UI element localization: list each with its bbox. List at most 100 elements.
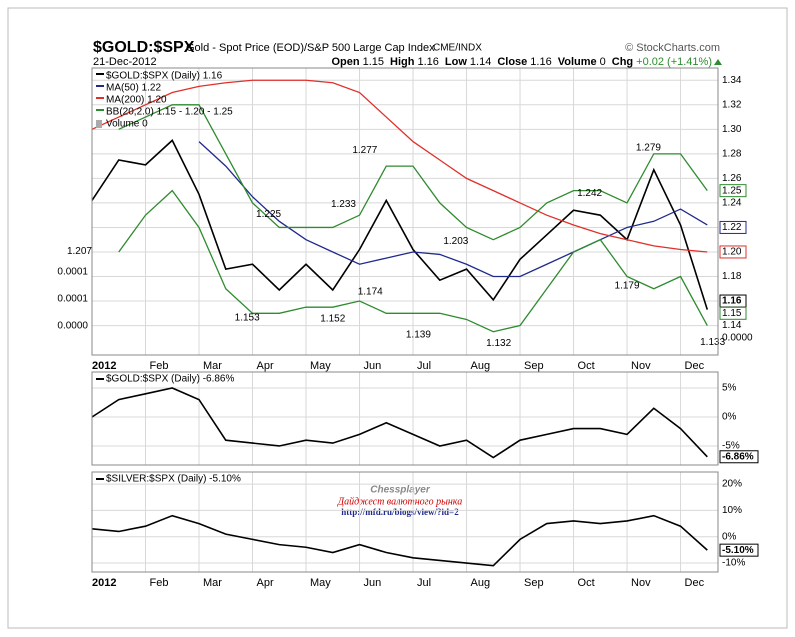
end-label: -6.86%: [722, 451, 754, 462]
price-annotation: 1.179: [615, 280, 640, 291]
x-tick-label: Jul: [417, 577, 431, 589]
y-tick-label: 1.24: [722, 198, 742, 209]
price-annotation: 1.174: [358, 287, 383, 298]
end-label: 1.22: [722, 222, 742, 233]
legend-swatch: [96, 73, 104, 75]
watermark-url: http://mfd.ru/blogs/view/?id=2: [341, 507, 459, 517]
y-tick-label: 5%: [722, 383, 737, 394]
x-tick-label: Nov: [631, 360, 651, 372]
price-annotation: 1.233: [331, 199, 356, 210]
quote-value: +0.02 (+1.41%): [636, 56, 712, 68]
x-tick-label: Oct: [578, 577, 595, 589]
panel-title-swatch: [96, 378, 104, 380]
y-tick-label: 1.32: [722, 99, 742, 110]
x-tick-label: 2012: [92, 577, 116, 589]
exchange: CME/INDX: [433, 43, 482, 54]
outer-frame: [7, 7, 788, 629]
up-arrow: [714, 59, 722, 65]
x-tick-label: Feb: [150, 360, 169, 372]
end-label-box: [719, 184, 747, 198]
x-tick-label: Dec: [685, 577, 705, 589]
legend-swatch: [96, 85, 104, 87]
volume-tick-label: 0.0001: [57, 267, 88, 278]
watermark-author: Chessplayer: [370, 485, 431, 496]
y-tick-label: 1.30: [722, 124, 742, 135]
y-tick-label: 20%: [722, 479, 742, 490]
y-tick-label: 1.18: [722, 271, 742, 282]
quote-label: Open: [331, 56, 359, 68]
quote-value: 0: [600, 56, 606, 68]
x-tick-label: Jun: [364, 360, 382, 372]
quote-value: 1.16: [530, 56, 551, 68]
x-tick-label: Jul: [417, 360, 431, 372]
x-tick-label: May: [310, 360, 331, 372]
legend-label: Volume 0: [106, 119, 148, 130]
price-annotation: 1.139: [406, 329, 431, 340]
x-tick-label: Mar: [203, 360, 222, 372]
y-tick-label: 1.28: [722, 148, 742, 159]
end-label: -5.10%: [722, 545, 754, 556]
end-label: 1.20: [722, 247, 742, 258]
price-annotation: 1.203: [443, 236, 468, 247]
panel-title: $GOLD:$SPX (Daily) -6.86%: [106, 374, 234, 385]
series-line: [91, 139, 709, 310]
x-tick-label: May: [310, 577, 331, 589]
price-annotation: 1.152: [320, 313, 345, 324]
y-tick-label: -5%: [722, 441, 740, 452]
y-tick-label: 1.26: [722, 173, 742, 184]
price-annotation: 1.279: [636, 143, 661, 154]
end-label-box: [719, 245, 747, 259]
y-tick-label: 1.14: [722, 320, 742, 331]
legend-label: BB(20,2.0) 1.15 - 1.20 - 1.25: [106, 107, 233, 118]
series-line: [118, 104, 708, 241]
watermark-subtitle: Дайджест валютного рынка: [337, 496, 463, 507]
panel-title-swatch: [96, 478, 104, 480]
volume-end-label: 0.0000: [722, 333, 753, 344]
series-line: [198, 141, 708, 278]
end-label-box: [719, 543, 759, 557]
description: Gold - Spot Price (EOD)/S&P 500 Large Ca…: [186, 42, 435, 54]
price-annotation: 1.207: [67, 246, 92, 257]
x-tick-label: Aug: [471, 360, 491, 372]
series-line: [91, 514, 708, 567]
x-tick-label: Jun: [364, 577, 382, 589]
x-tick-label: Dec: [685, 360, 705, 372]
y-tick-label: 1.34: [722, 75, 742, 86]
x-tick-label: Feb: [150, 577, 169, 589]
x-tick-label: Apr: [257, 360, 274, 372]
volume-tick-label: 0.0001: [57, 294, 88, 305]
price-annotation: 1.133: [700, 337, 725, 348]
x-tick-label: Aug: [471, 577, 491, 589]
quote-label: Close: [497, 56, 527, 68]
x-tick-label: Mar: [203, 577, 222, 589]
x-tick-label: Sep: [524, 360, 544, 372]
x-tick-label: Apr: [257, 577, 274, 589]
y-tick-label: 0%: [722, 531, 737, 542]
price-annotation: 1.242: [577, 188, 602, 199]
quote: Open 1.15 High 1.16 Low 1.14 Close 1.16 Volume 0 C…: [331, 56, 712, 68]
panel-frame: [91, 67, 719, 356]
panel-frame: [91, 471, 719, 573]
legend-swatch: [96, 120, 102, 128]
legend-swatch: [96, 109, 104, 111]
y-tick-label: -10%: [722, 558, 745, 569]
quote-value: 1.16: [417, 56, 438, 68]
end-label: 1.16: [722, 296, 742, 307]
legend-label: MA(200) 1.20: [106, 95, 167, 106]
quote-label: High: [390, 56, 415, 68]
y-tick-label: 0%: [722, 412, 737, 423]
end-label-box: [719, 450, 759, 464]
price-annotation: 1.225: [256, 209, 281, 220]
price-annotation: 1.153: [235, 312, 260, 323]
quote-value: 1.15: [363, 56, 384, 68]
end-label: 1.25: [722, 185, 742, 196]
quote-label: Volume: [558, 56, 597, 68]
y-tick-label: 10%: [722, 505, 742, 516]
end-label-box: [719, 306, 747, 320]
symbol: $GOLD:$SPX: [93, 39, 195, 56]
legend-label: MA(50) 1.22: [106, 83, 161, 94]
end-label-box: [719, 220, 747, 234]
x-tick-label: Oct: [578, 360, 595, 372]
x-tick-label: Nov: [631, 577, 651, 589]
